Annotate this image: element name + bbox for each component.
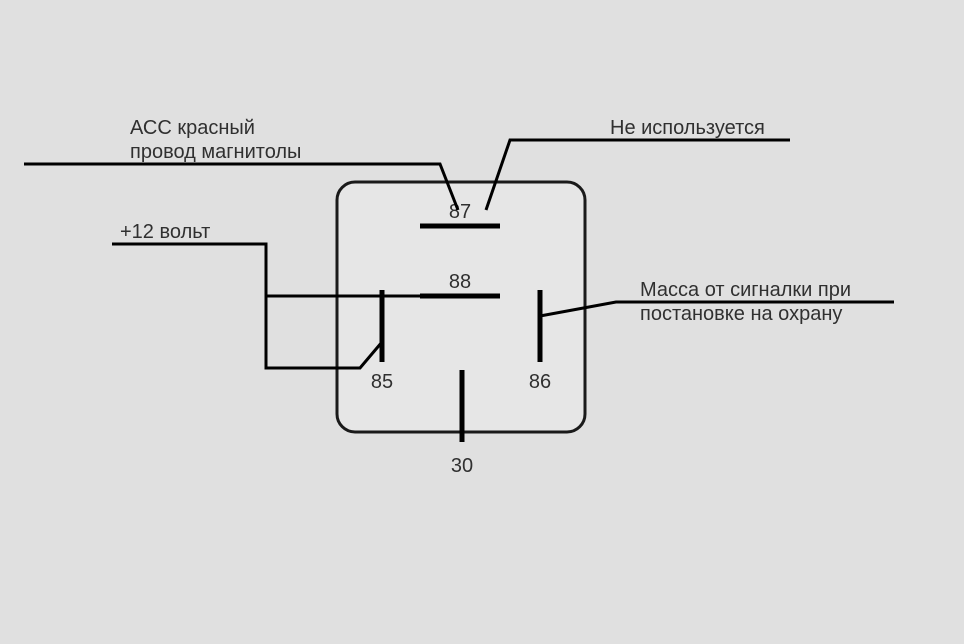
- pin-88-label: 88: [449, 271, 471, 293]
- v12-label: +12 вольт: [120, 221, 210, 243]
- relay-wiring-diagram: 87 88 85 86 30 АСС красный провод магнит…: [0, 0, 964, 644]
- pin-87-label: 87: [449, 201, 471, 223]
- acc-label-line2: провод магнитолы: [130, 141, 301, 163]
- pin-86-label: 86: [529, 371, 551, 393]
- mass-label-line1: Масса от сигналки при: [640, 279, 851, 301]
- unused-label: Не используется: [610, 117, 765, 139]
- mass-label-line2: постановке на охрану: [640, 303, 842, 325]
- pin-85-label: 85: [371, 371, 393, 393]
- acc-label-line1: АСС красный: [130, 117, 255, 139]
- pin-30-label: 30: [451, 455, 473, 477]
